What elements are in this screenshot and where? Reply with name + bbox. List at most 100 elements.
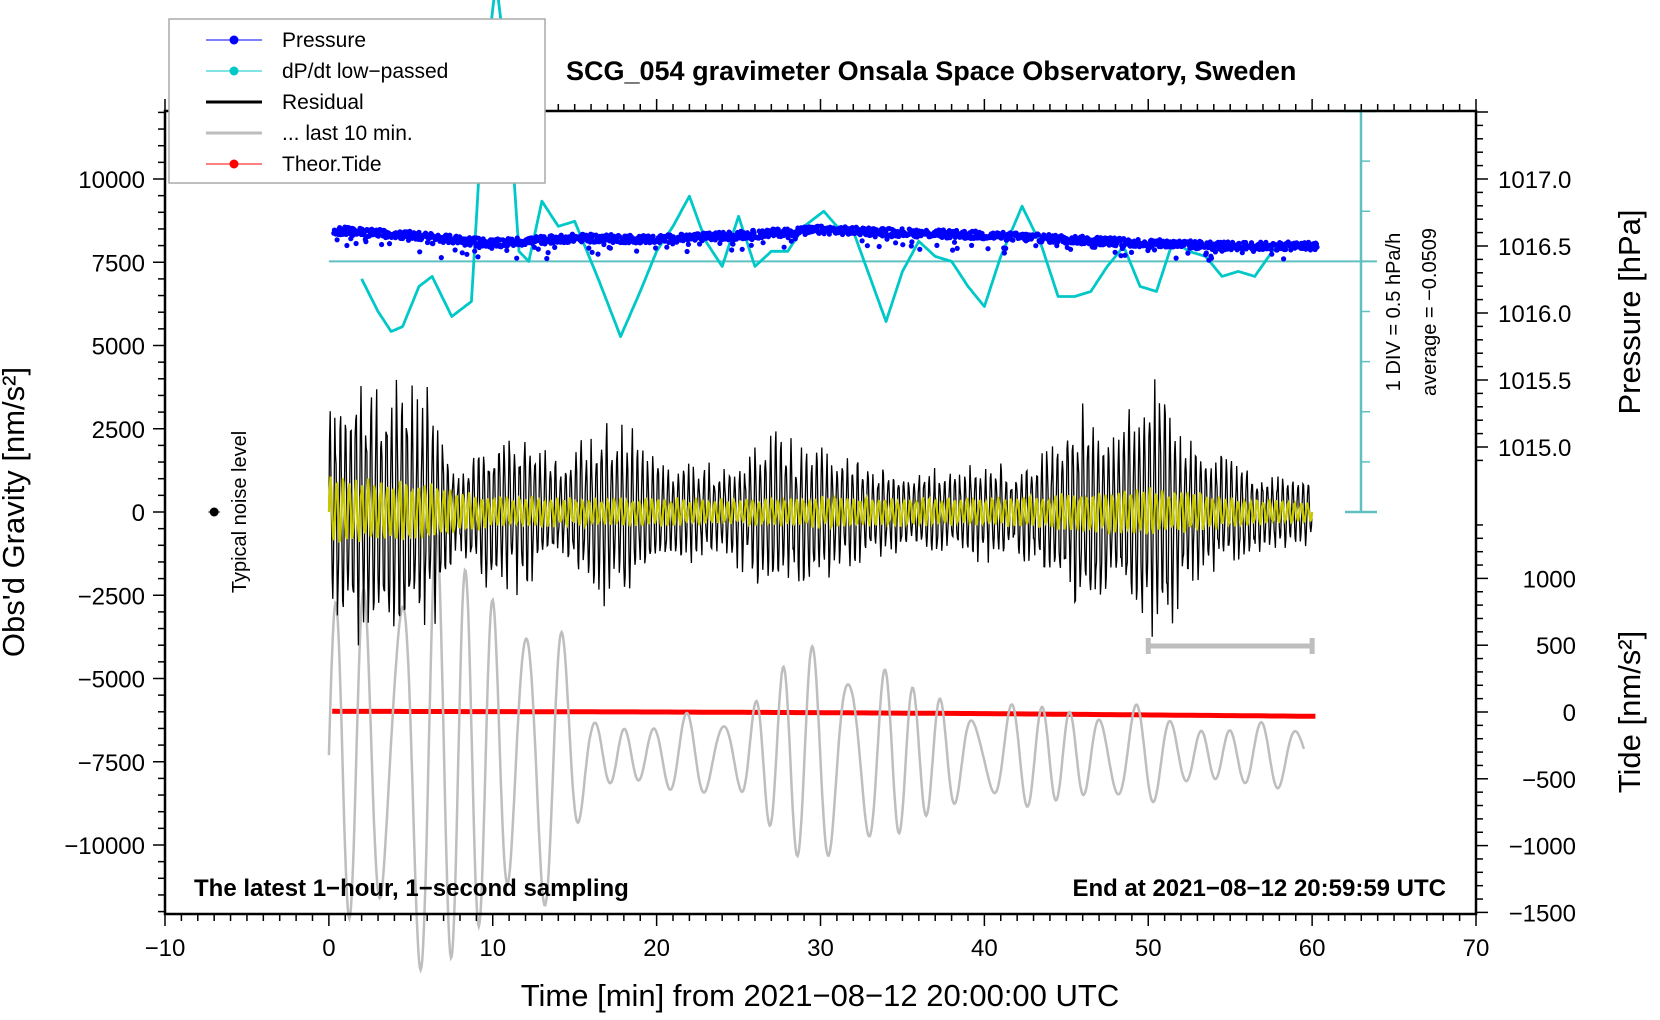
y-pressure-tick-label: 1015.0: [1498, 435, 1571, 462]
pressure-point: [653, 245, 659, 251]
pressure-point: [859, 238, 865, 244]
pressure-point: [376, 232, 382, 238]
pressure-point: [1118, 253, 1124, 259]
pressure-point: [909, 239, 915, 245]
pressure-point: [664, 244, 670, 250]
pressure-point: [864, 243, 871, 249]
pressure-point: [876, 243, 882, 250]
pressure-point: [729, 247, 735, 253]
legend-item: Pressure: [206, 29, 366, 52]
sampling-annotation: The latest 1−hour, 1−second sampling: [194, 875, 629, 902]
last10-bracket: [1145, 638, 1315, 654]
pressure-point: [951, 239, 958, 245]
pressure-point: [1035, 232, 1042, 238]
y-pressure-tick-label: 1016.5: [1498, 234, 1571, 261]
y-pressure-tick-label: 1016.0: [1498, 301, 1571, 328]
pressure-point: [531, 244, 538, 250]
y-left-tick-label: 2500: [92, 417, 145, 444]
legend-label: ... last 10 min.: [282, 122, 413, 145]
pressure-point: [1283, 246, 1289, 253]
pressure-point: [821, 231, 827, 237]
y-left-tick-label: −2500: [78, 583, 145, 610]
pressure-point: [634, 248, 640, 254]
pressure-point: [586, 245, 592, 251]
pressure-point: [438, 255, 444, 261]
pressure-point: [607, 245, 614, 251]
pressure-point: [544, 255, 550, 262]
pressure-point: [552, 244, 558, 250]
residual-highpass-series: [327, 476, 1314, 543]
pressure-point: [417, 249, 423, 255]
x-axis-ticks: −10 0 10 20 30 40 50 60 70: [145, 99, 1490, 962]
pressure-point: [353, 240, 359, 247]
pressure-point: [1033, 243, 1039, 249]
pressure-point: [1185, 250, 1191, 256]
pressure-point: [1010, 237, 1016, 243]
dpdt-axis: [328, 109, 1377, 514]
pressure-point: [934, 242, 940, 248]
pressure-point: [730, 241, 736, 247]
pressure-point: [489, 245, 495, 251]
pressure-point: [334, 237, 340, 243]
noise-level-marker: [208, 507, 221, 517]
pressure-point: [459, 250, 465, 256]
pressure-point: [1176, 238, 1182, 244]
pressure-point: [595, 251, 601, 257]
pressure-point: [650, 233, 656, 239]
pressure-point: [727, 230, 733, 236]
y-axis-pressure-title: Pressure [hPa]: [1612, 209, 1647, 414]
legend-label: dP/dt low−passed: [282, 60, 448, 83]
pressure-point: [430, 241, 436, 247]
x-tick-label: 70: [1463, 935, 1490, 962]
pressure-point: [379, 241, 385, 248]
last10-series: [327, 530, 1306, 974]
pressure-point: [684, 248, 690, 255]
pressure-point: [685, 241, 692, 247]
dpdt-series: [360, 0, 1279, 339]
y-tide-tick-label: −1500: [1509, 900, 1576, 927]
pressure-point: [1314, 244, 1320, 250]
y-left-tick-label: 0: [132, 500, 145, 527]
pressure-point: [849, 225, 855, 231]
pressure-point: [1128, 249, 1135, 255]
pressure-point: [1281, 256, 1287, 262]
pressure-point: [879, 233, 886, 239]
legend-label: Pressure: [282, 29, 366, 52]
pressure-point: [1268, 246, 1274, 253]
pressure-point: [1151, 247, 1158, 253]
pressure-point: [386, 241, 393, 247]
y-tide-tick-label: 500: [1536, 633, 1576, 660]
pressure-point: [1112, 249, 1118, 255]
y-left-tick-label: 5000: [92, 334, 145, 361]
pressure-point: [363, 239, 369, 245]
pressure-point: [1208, 255, 1215, 261]
pressure-point: [1263, 239, 1269, 245]
pressure-point: [872, 234, 878, 240]
x-tick-label: 30: [807, 935, 834, 962]
pressure-point: [917, 246, 923, 252]
legend-swatch-dot: [229, 159, 239, 169]
pressure-point: [475, 254, 481, 260]
y-axis-tide-title: Tide [nm/s²]: [1612, 631, 1647, 794]
y-tide-tick-label: 0: [1563, 700, 1576, 727]
pressure-point: [748, 242, 754, 248]
residual-highpass-line: [327, 476, 1314, 543]
pressure-point: [472, 248, 478, 254]
pressure-point: [452, 247, 458, 253]
pressure-series: [331, 223, 1320, 263]
y-left-tick-label: −10000: [64, 833, 145, 860]
x-tick-label: 10: [479, 935, 506, 962]
pressure-point: [954, 245, 960, 251]
pressure-point: [893, 240, 899, 246]
pressure-point: [545, 250, 551, 256]
end-time-annotation: End at 2021−08−12 20:59:59 UTC: [1072, 875, 1446, 902]
pressure-point: [884, 236, 890, 242]
legend-item: Theor.Tide: [206, 153, 382, 176]
pressure-point: [760, 240, 766, 246]
y-tide-tick-label: −1000: [1509, 834, 1576, 861]
y-pressure-tick-label: 1015.5: [1498, 368, 1571, 395]
y-axis-left-title: Obs'd Gravity [nm/s²]: [0, 367, 31, 657]
y-pressure-tick-label: 1017.0: [1498, 167, 1571, 194]
legend-label: Residual: [282, 91, 364, 114]
